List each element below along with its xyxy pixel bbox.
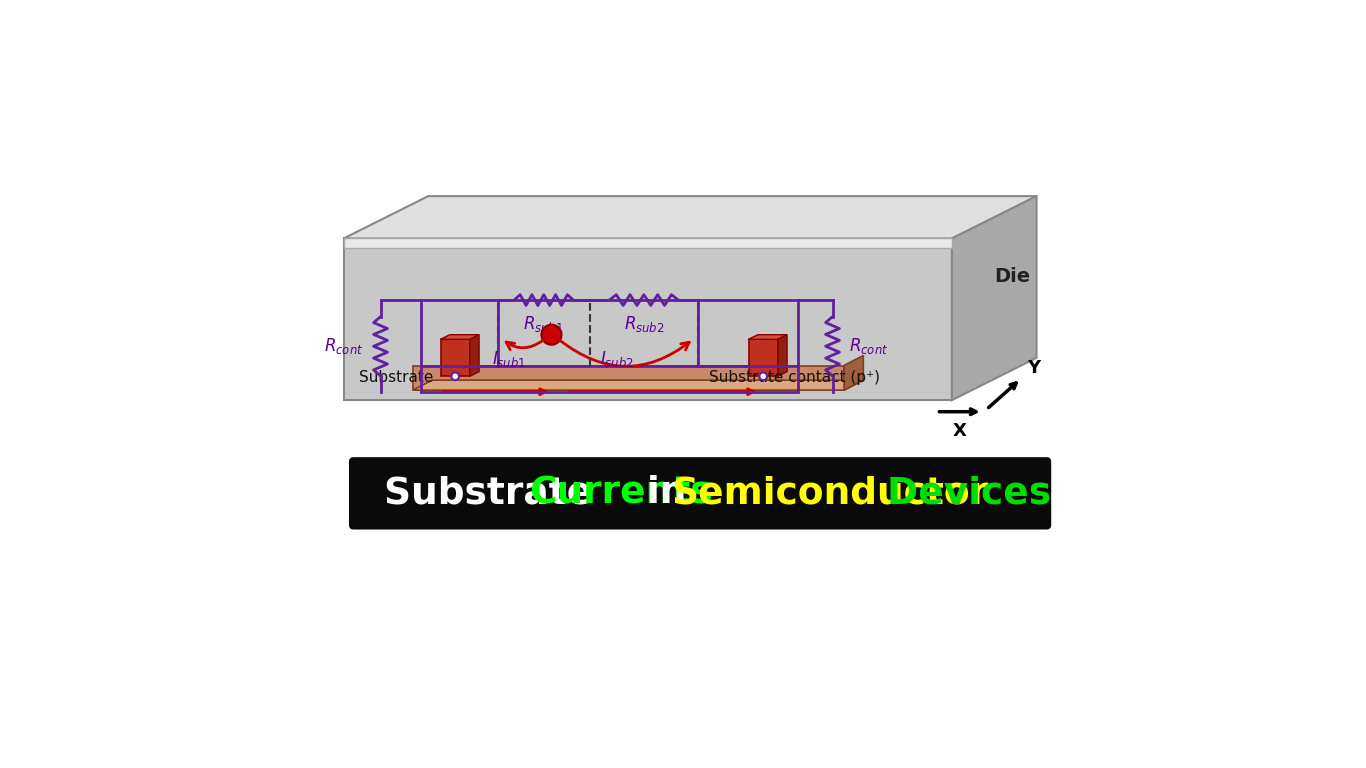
Polygon shape [344, 238, 952, 248]
Text: Substrate contact (p⁺): Substrate contact (p⁺) [709, 369, 880, 385]
Text: Substrate: Substrate [359, 369, 433, 385]
Bar [421, 366, 798, 392]
Text: $R_{sub2}$: $R_{sub2}$ [623, 314, 664, 334]
Text: Substrate: Substrate [384, 475, 605, 511]
Text: $I_{sub2}$: $I_{sub2}$ [600, 349, 634, 369]
Circle shape [759, 372, 768, 380]
Polygon shape [413, 380, 863, 390]
Polygon shape [441, 339, 470, 376]
Circle shape [451, 372, 459, 380]
Polygon shape [344, 238, 952, 400]
Polygon shape [952, 196, 1037, 400]
Polygon shape [344, 196, 1037, 238]
Polygon shape [749, 339, 777, 376]
FancyBboxPatch shape [348, 457, 1052, 529]
Text: Devices: Devices [874, 475, 1052, 511]
Text: Semiconductor: Semiconductor [671, 475, 988, 511]
Text: $I_{sub1}$: $I_{sub1}$ [492, 349, 526, 369]
Text: $R_{cont}$: $R_{cont}$ [324, 336, 363, 356]
Polygon shape [441, 335, 479, 339]
Polygon shape [470, 335, 479, 376]
Text: $R_{sub1}$: $R_{sub1}$ [523, 314, 564, 334]
Text: Die: Die [994, 267, 1030, 286]
Text: in: in [634, 475, 699, 511]
Polygon shape [844, 356, 863, 390]
Polygon shape [749, 335, 787, 339]
Polygon shape [777, 335, 787, 376]
Circle shape [541, 325, 561, 345]
Polygon shape [413, 366, 844, 390]
FancyArrowPatch shape [560, 340, 690, 366]
Text: Currents: Currents [529, 475, 713, 511]
Text: $R_{cont}$: $R_{cont}$ [850, 336, 889, 356]
Text: Y: Y [1027, 359, 1041, 377]
Text: X: X [952, 422, 967, 440]
FancyArrowPatch shape [507, 340, 544, 349]
